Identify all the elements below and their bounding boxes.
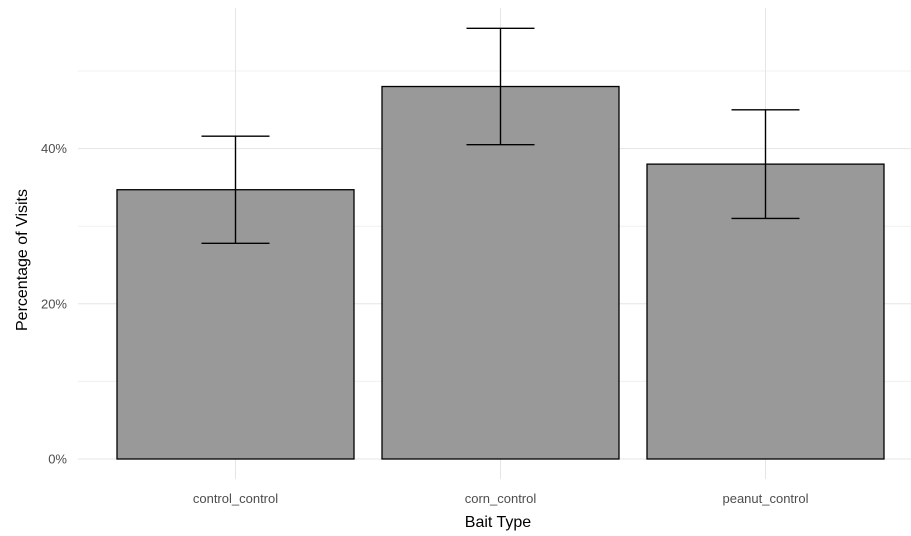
x-tick-label: control_control — [193, 491, 278, 506]
y-tick-label: 20% — [41, 296, 67, 311]
y-tick-label: 0% — [48, 452, 67, 467]
x-axis-title: Bait Type — [465, 514, 532, 531]
bar-corn_control — [381, 85, 620, 460]
y-axis-title: Percentage of Visits — [14, 189, 31, 331]
y-axis-tick-labels: 0% 20% 40% — [41, 141, 67, 466]
x-axis-tick-labels: control_control corn_control peanut_contro… — [193, 491, 809, 506]
y-tick-label: 40% — [41, 141, 67, 156]
error-bars — [201, 27, 800, 244]
x-tick-label: corn_control — [465, 491, 537, 506]
x-tick-label: peanut_control — [722, 491, 808, 506]
